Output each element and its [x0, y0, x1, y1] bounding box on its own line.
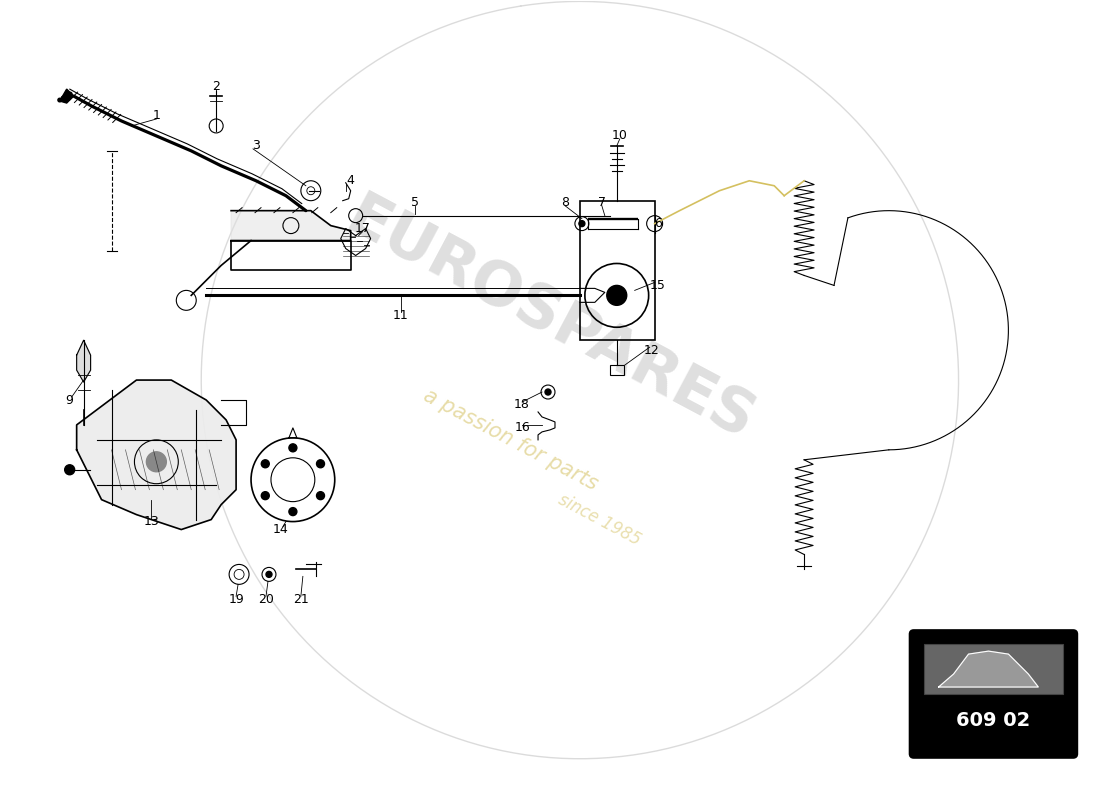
Text: 1: 1 — [153, 110, 161, 122]
Text: 16: 16 — [514, 422, 530, 434]
Circle shape — [262, 460, 270, 468]
Text: 2: 2 — [212, 79, 220, 93]
FancyBboxPatch shape — [910, 630, 1077, 758]
Circle shape — [65, 465, 75, 474]
Text: 7: 7 — [597, 196, 606, 209]
Text: 15: 15 — [650, 279, 666, 292]
Text: 6: 6 — [653, 217, 661, 230]
Circle shape — [317, 492, 324, 500]
Text: a passion for parts: a passion for parts — [419, 386, 601, 494]
Polygon shape — [77, 340, 90, 382]
Circle shape — [289, 444, 297, 452]
Circle shape — [62, 96, 65, 100]
Bar — [609, 365, 624, 375]
Polygon shape — [59, 89, 74, 103]
Circle shape — [262, 492, 270, 500]
Text: 11: 11 — [393, 309, 408, 322]
Text: 5: 5 — [411, 196, 419, 209]
Circle shape — [266, 571, 272, 578]
Text: EUROSPARES: EUROSPARES — [336, 188, 764, 453]
Circle shape — [146, 452, 166, 472]
Text: 19: 19 — [228, 593, 244, 606]
Text: 18: 18 — [514, 398, 530, 411]
Polygon shape — [77, 380, 236, 530]
Text: 20: 20 — [258, 593, 274, 606]
Circle shape — [317, 460, 324, 468]
Text: 8: 8 — [561, 196, 569, 209]
Polygon shape — [938, 651, 1038, 687]
Circle shape — [65, 94, 68, 98]
Text: 609 02: 609 02 — [956, 711, 1031, 730]
Circle shape — [607, 286, 627, 306]
Text: since 1985: since 1985 — [556, 490, 645, 549]
Text: 14: 14 — [273, 523, 289, 536]
Text: 3: 3 — [252, 139, 260, 152]
Bar — [924, 644, 1064, 694]
Circle shape — [68, 92, 72, 96]
Text: 9: 9 — [66, 394, 74, 406]
Text: 13: 13 — [143, 515, 160, 528]
Circle shape — [289, 508, 297, 515]
Text: 12: 12 — [644, 344, 660, 357]
Text: 17: 17 — [354, 222, 371, 235]
Text: 10: 10 — [612, 130, 628, 142]
Text: 21: 21 — [293, 593, 309, 606]
Circle shape — [579, 221, 585, 226]
Polygon shape — [231, 210, 351, 241]
Circle shape — [544, 389, 551, 395]
Bar — [580, 201, 654, 340]
Circle shape — [58, 98, 62, 102]
Text: 4: 4 — [346, 174, 354, 187]
